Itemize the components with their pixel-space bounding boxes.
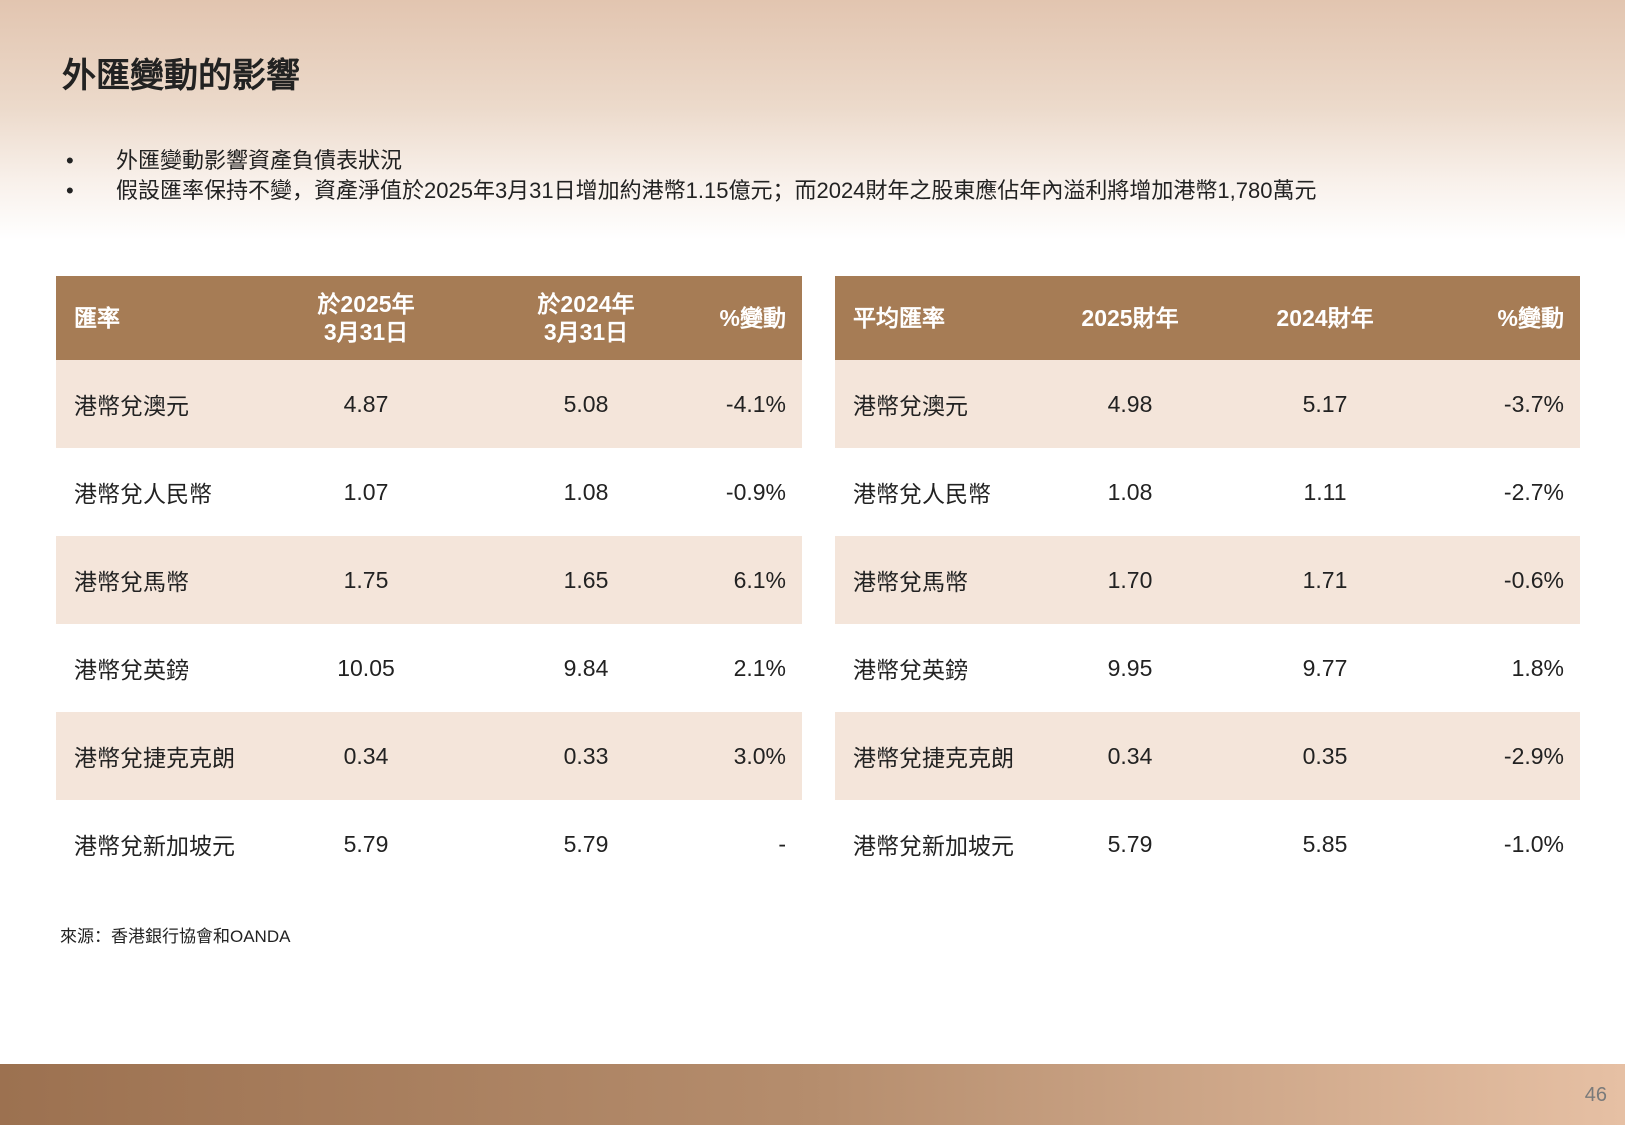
table-cell: 港幣兌馬幣 [56, 536, 256, 624]
exchange-rate-table: 匯率 於2025年 3月31日 於2024年 3月31日 %變動 港幣兌澳元 4.87 5.… [56, 276, 802, 888]
table-cell: 5.08 [476, 360, 696, 448]
table-cell: 1.70 [1035, 536, 1225, 624]
table-cell: 4.98 [1035, 360, 1225, 448]
table-cell: 1.65 [476, 536, 696, 624]
column-header: 平均匯率 [835, 276, 1035, 360]
column-header: %變動 [1425, 276, 1580, 360]
bullet-item: • 假設匯率保持不變，資產淨值於2025年3月31日增加約港幣1.15億元；而20… [66, 176, 1316, 206]
table-cell: 1.75 [256, 536, 476, 624]
table-cell: 港幣兌人民幣 [853, 481, 991, 507]
column-header: 2024財年 [1225, 276, 1425, 360]
column-header: 於2024年 3月31日 [476, 276, 696, 360]
table-cell: 港幣兌英鎊 [74, 657, 189, 683]
table-cell: 1.11 [1303, 478, 1347, 505]
table-row: 港幣兌人民幣 1.07 1.08 -0.9% [56, 448, 802, 536]
table-cell: 9.77 [1302, 654, 1348, 681]
table-cell: -2.9% [1425, 712, 1580, 800]
table-cell: 港幣兌澳元 [835, 360, 1035, 448]
table-row: 港幣兌人民幣 1.08 1.11 -2.7% [835, 448, 1580, 536]
table-cell: 港幣兌英鎊 [853, 657, 968, 683]
table-row: 港幣兌新加坡元 5.79 5.79 - [56, 800, 802, 888]
table-cell: 港幣兌澳元 [56, 360, 256, 448]
table-row: 港幣兌馬幣 1.70 1.71 -0.6% [835, 536, 1580, 624]
average-rate-table: 平均匯率 2025財年 2024財年 %變動 港幣兌澳元 4.98 5.17 -3.7% 港幣兌… [835, 276, 1580, 888]
table-cell: 4.87 [256, 360, 476, 448]
table-row: 港幣兌英鎊 9.95 9.77 1.8% [835, 624, 1580, 712]
table-cell: 0.34 [256, 712, 476, 800]
table-cell: 10.05 [337, 654, 395, 681]
bullet-icon: • [66, 148, 74, 173]
table-cell: 港幣兌新加坡元 [853, 833, 1014, 859]
table-cell: 1.8% [1511, 654, 1564, 681]
table-cell: 港幣兌馬幣 [835, 536, 1035, 624]
table-row: 港幣兌捷克克朗 0.34 0.33 3.0% [56, 712, 802, 800]
column-header: 匯率 [56, 276, 256, 360]
table-cell: -2.7% [1503, 478, 1564, 505]
bullet-item: • 外匯變動影響資產負債表狀況 [66, 146, 1316, 176]
table-cell: 6.1% [696, 536, 802, 624]
table-cell: 港幣兌捷克克朗 [56, 712, 256, 800]
bullet-list: • 外匯變動影響資產負債表狀況 • 假設匯率保持不變，資產淨值於2025年3月31日… [66, 146, 1316, 206]
column-header: %變動 [696, 276, 802, 360]
table-cell: 2.1% [733, 654, 786, 681]
table-cell: 5.79 [563, 830, 609, 857]
table-cell: -1.0% [1503, 830, 1564, 857]
table-cell: 港幣兌人民幣 [74, 481, 212, 507]
table-cell: -3.7% [1425, 360, 1580, 448]
column-header: 於2025年 3月31日 [256, 276, 476, 360]
table-row: 港幣兌馬幣 1.75 1.65 6.1% [56, 536, 802, 624]
table-cell: -4.1% [696, 360, 802, 448]
footer-bar [0, 1064, 1625, 1125]
table-cell: 1.08 [563, 478, 609, 505]
table-cell: 9.84 [563, 654, 609, 681]
table-cell: 5.79 [343, 830, 389, 857]
table-cell: 5.17 [1225, 360, 1425, 448]
table-cell: 0.35 [1225, 712, 1425, 800]
page-title: 外匯變動的影響 [62, 57, 300, 95]
table-row: 港幣兌捷克克朗 0.34 0.35 -2.9% [835, 712, 1580, 800]
table-cell: -0.6% [1425, 536, 1580, 624]
table-row: 港幣兌澳元 4.87 5.08 -4.1% [56, 360, 802, 448]
table-cell: 9.95 [1107, 654, 1153, 681]
table-cell: 5.79 [1107, 830, 1153, 857]
table-cell: 1.08 [1107, 478, 1153, 505]
column-header: 2025財年 [1035, 276, 1225, 360]
table-cell: 1.07 [343, 478, 389, 505]
page-number: 46 [1584, 1084, 1607, 1106]
table-row: 港幣兌新加坡元 5.79 5.85 -1.0% [835, 800, 1580, 888]
table-row: 港幣兌英鎊 10.05 9.84 2.1% [56, 624, 802, 712]
table-cell: -0.9% [725, 478, 786, 505]
table-cell: 1.71 [1225, 536, 1425, 624]
table-cell: 0.34 [1035, 712, 1225, 800]
bullet-icon: • [66, 178, 74, 203]
table-cell: 5.85 [1302, 830, 1348, 857]
table-cell: 3.0% [696, 712, 802, 800]
table-cell: 0.33 [476, 712, 696, 800]
table-cell: 港幣兌捷克克朗 [835, 712, 1035, 800]
header-background [0, 0, 1625, 240]
source-note: 來源：香港銀行協會和OANDA [60, 927, 291, 946]
table-cell: - [778, 830, 786, 857]
table-row: 港幣兌澳元 4.98 5.17 -3.7% [835, 360, 1580, 448]
table-cell: 港幣兌新加坡元 [74, 833, 235, 859]
